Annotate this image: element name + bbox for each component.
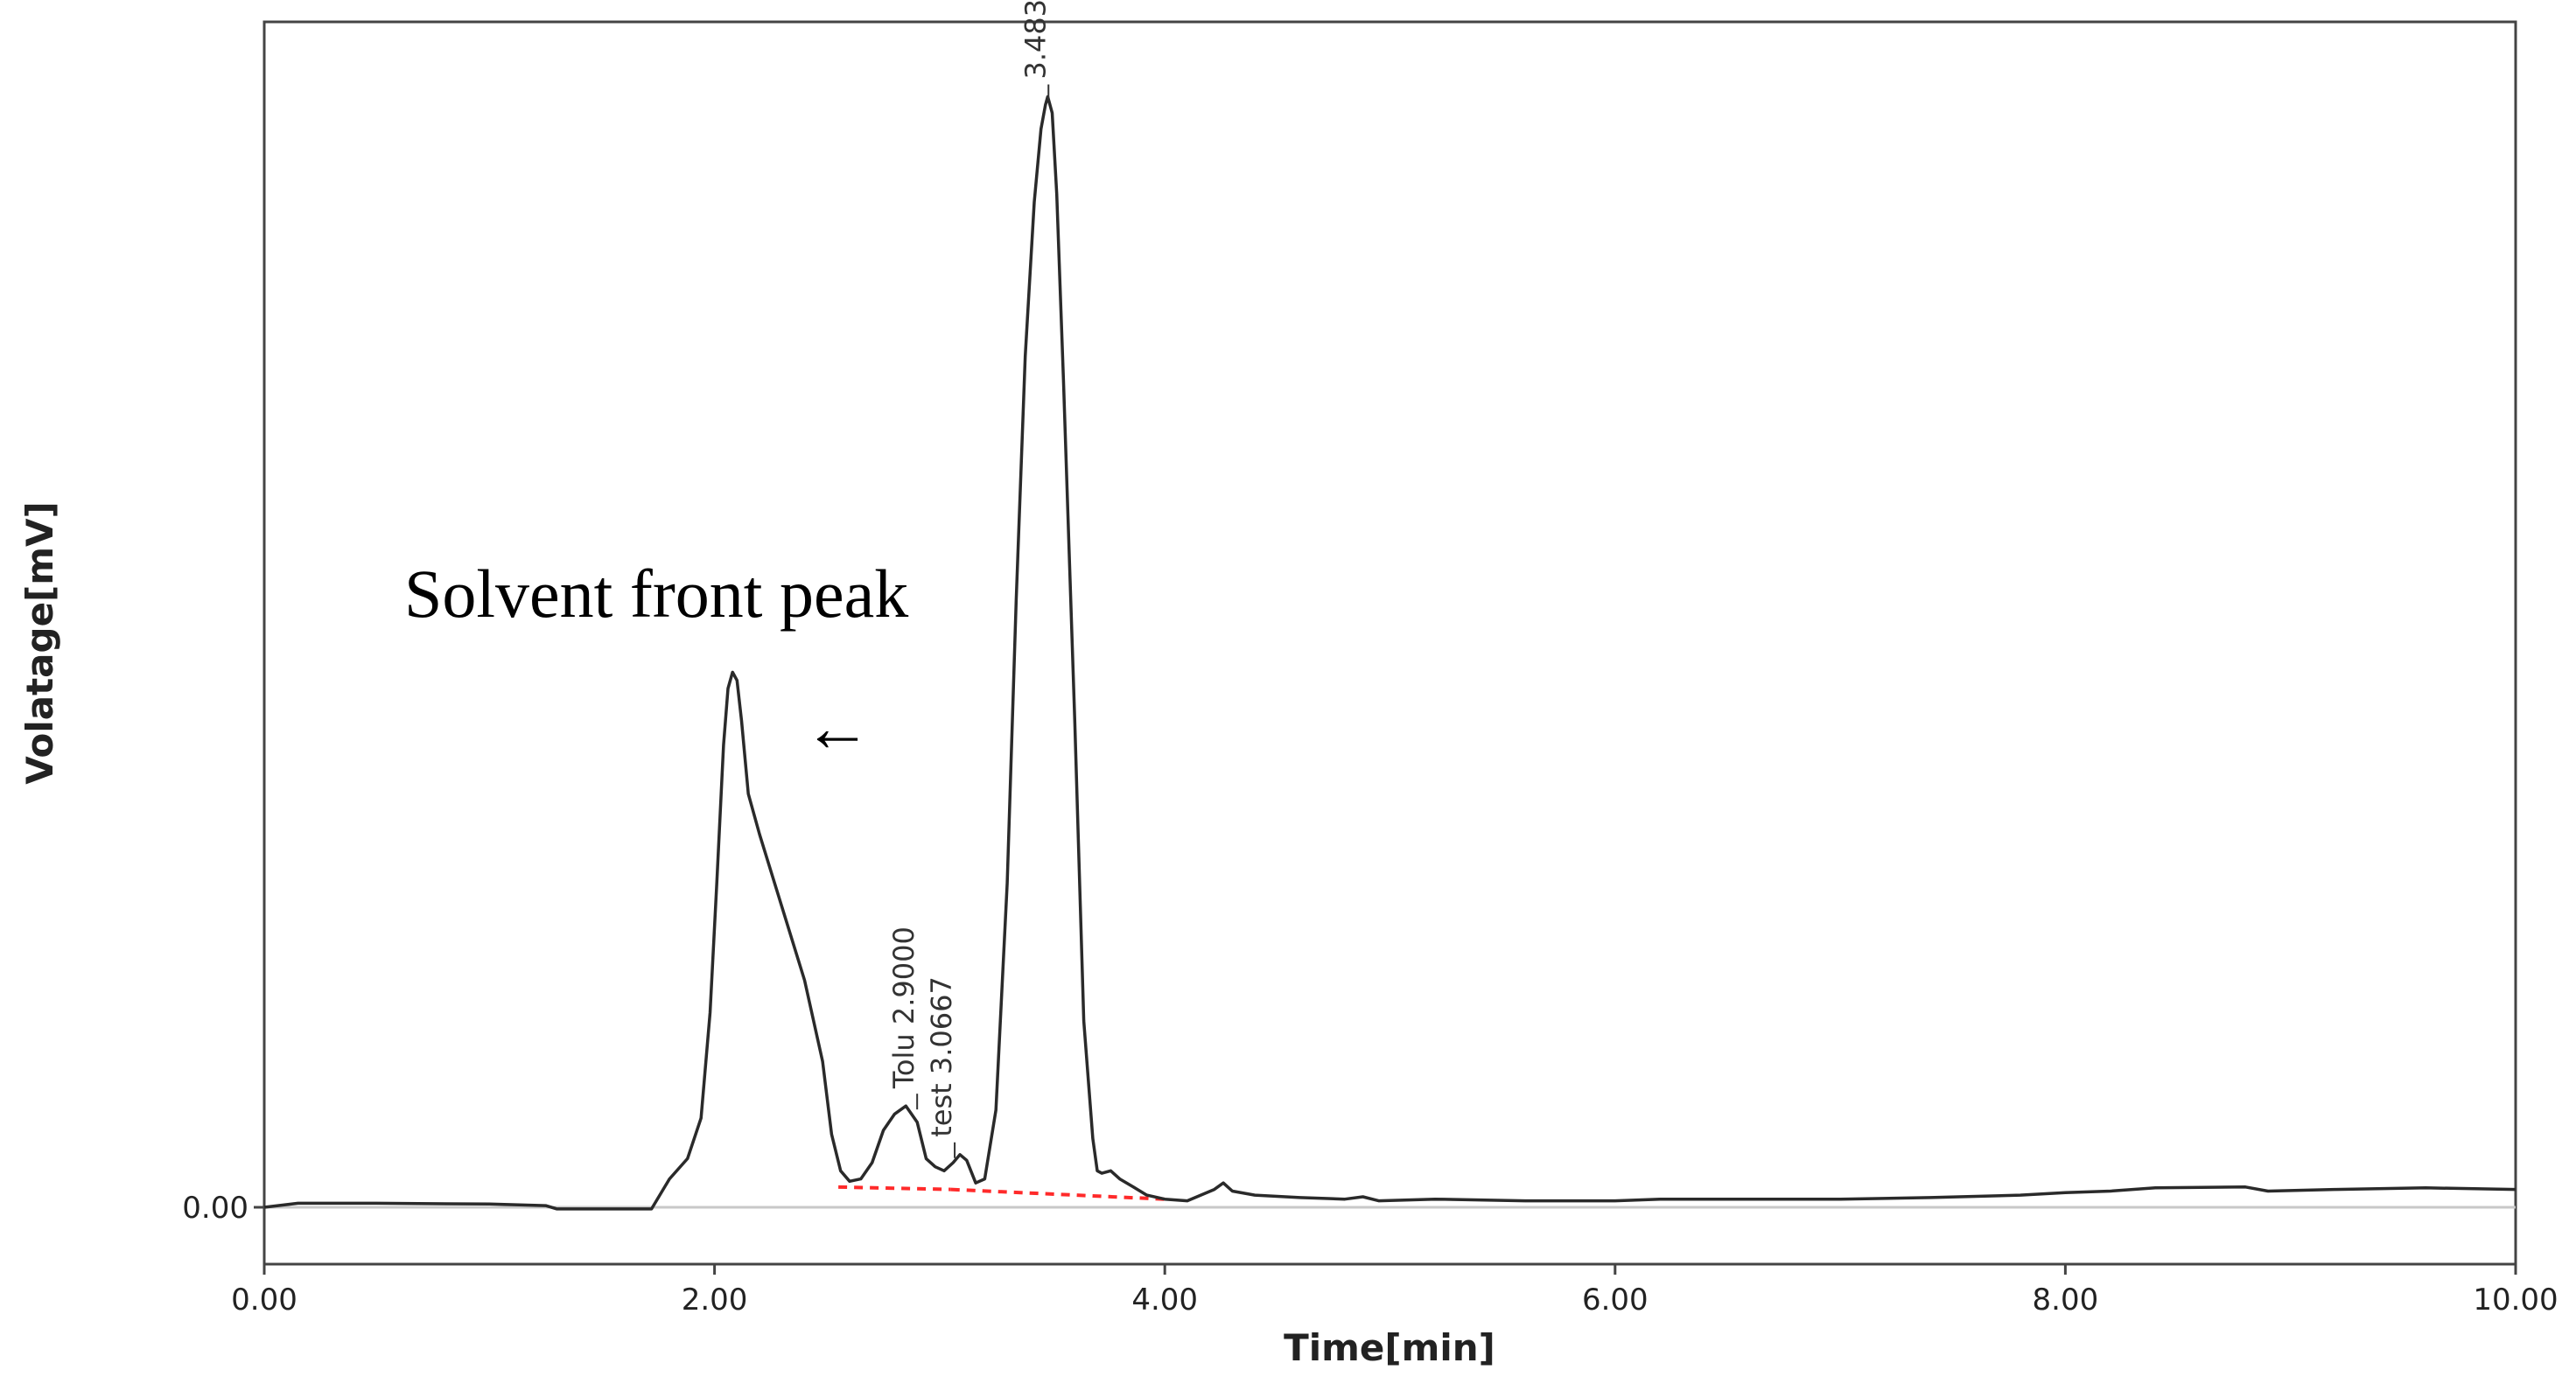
y-axis-ticks: 0.00	[182, 1191, 264, 1226]
x-tick-label: 2.00	[682, 1283, 748, 1318]
plot-frame	[262, 20, 2517, 1266]
peak-label: test 3.0667	[925, 976, 958, 1137]
x-tick-label: 6.00	[1582, 1283, 1648, 1318]
integration-baseline	[950, 1187, 1166, 1201]
x-tick-label: 4.00	[1131, 1283, 1198, 1318]
peak-label: 3.4833	[1018, 0, 1052, 80]
solvent-front-annotation: Solvent front peak	[404, 556, 908, 632]
x-axis-ticks: 0.00 2.00 4.00 6.00 8.00 10.00	[231, 1264, 2558, 1318]
annotation-arrow: ←	[803, 689, 872, 765]
integration-baselines	[838, 1185, 1166, 1201]
x-tick-label: 10.00	[2473, 1283, 2558, 1318]
x-tick-label: 0.00	[231, 1283, 298, 1318]
peak-labels: 3.4833 Tolu 2.9000 test 3.0667	[887, 0, 1052, 1158]
y-axis-title: Volatage[mV]	[18, 501, 61, 784]
y-tick-label: 0.00	[182, 1191, 248, 1226]
x-axis-title: Time[min]	[1284, 1326, 1495, 1369]
chromatogram-trace	[263, 94, 2516, 1211]
peak-label: Tolu 2.9000	[887, 926, 920, 1089]
integration-baseline	[838, 1185, 951, 1192]
x-tick-label: 8.00	[2033, 1283, 2099, 1318]
